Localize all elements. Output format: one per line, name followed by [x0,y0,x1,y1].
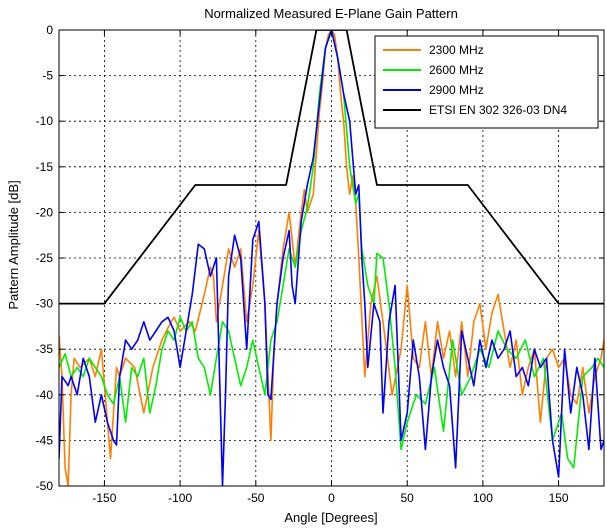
legend-label: 2900 MHz [429,83,484,97]
x-tick-label: 0 [328,491,335,505]
y-tick-label: -20 [36,205,54,219]
legend-box [374,35,599,129]
x-tick-label: -150 [92,491,116,505]
legend-label: ETSI EN 302 326-03 DN4 [429,103,567,117]
series-group [59,30,604,486]
legend-label: 2600 MHz [429,63,484,77]
y-tick-label: -45 [36,433,54,447]
legend: 2300 MHz 2600 MHz 2900 MHz ETSI EN 302 326-… [374,35,599,129]
y-tick-label: -25 [36,251,54,265]
series-line-etsi-en-302-326-03-dn4 [59,30,604,305]
y-tick-label: -35 [36,342,54,356]
y-tick-label: -5 [42,69,53,83]
x-tick-label: 50 [401,491,415,505]
y-tick-label: -10 [36,114,54,128]
y-tick-label: -15 [36,160,54,174]
y-axis-label: Pattern Amplitude [dB] [6,180,21,309]
y-tick-label: 0 [46,23,53,37]
x-axis-label: Angle [Degrees] [284,510,377,525]
x-tick-label: -100 [168,491,192,505]
axis-ticks: -150 -100 -50 0 50 100 150 0 -5 -10 -15 -20 -25 -30 -3… [36,23,604,505]
series-line-2900-mhz [59,30,604,486]
y-tick-label: -50 [36,479,54,493]
x-tick-label: 100 [473,491,493,505]
x-tick-label: -50 [247,491,265,505]
x-tick-label: 150 [549,491,569,505]
legend-label: 2300 MHz [429,43,484,57]
series-line-2600-mhz [59,30,604,469]
chart-title: Normalized Measured E-Plane Gain Pattern [204,6,458,21]
y-tick-label: -40 [36,388,54,402]
y-tick-label: -30 [36,297,54,311]
